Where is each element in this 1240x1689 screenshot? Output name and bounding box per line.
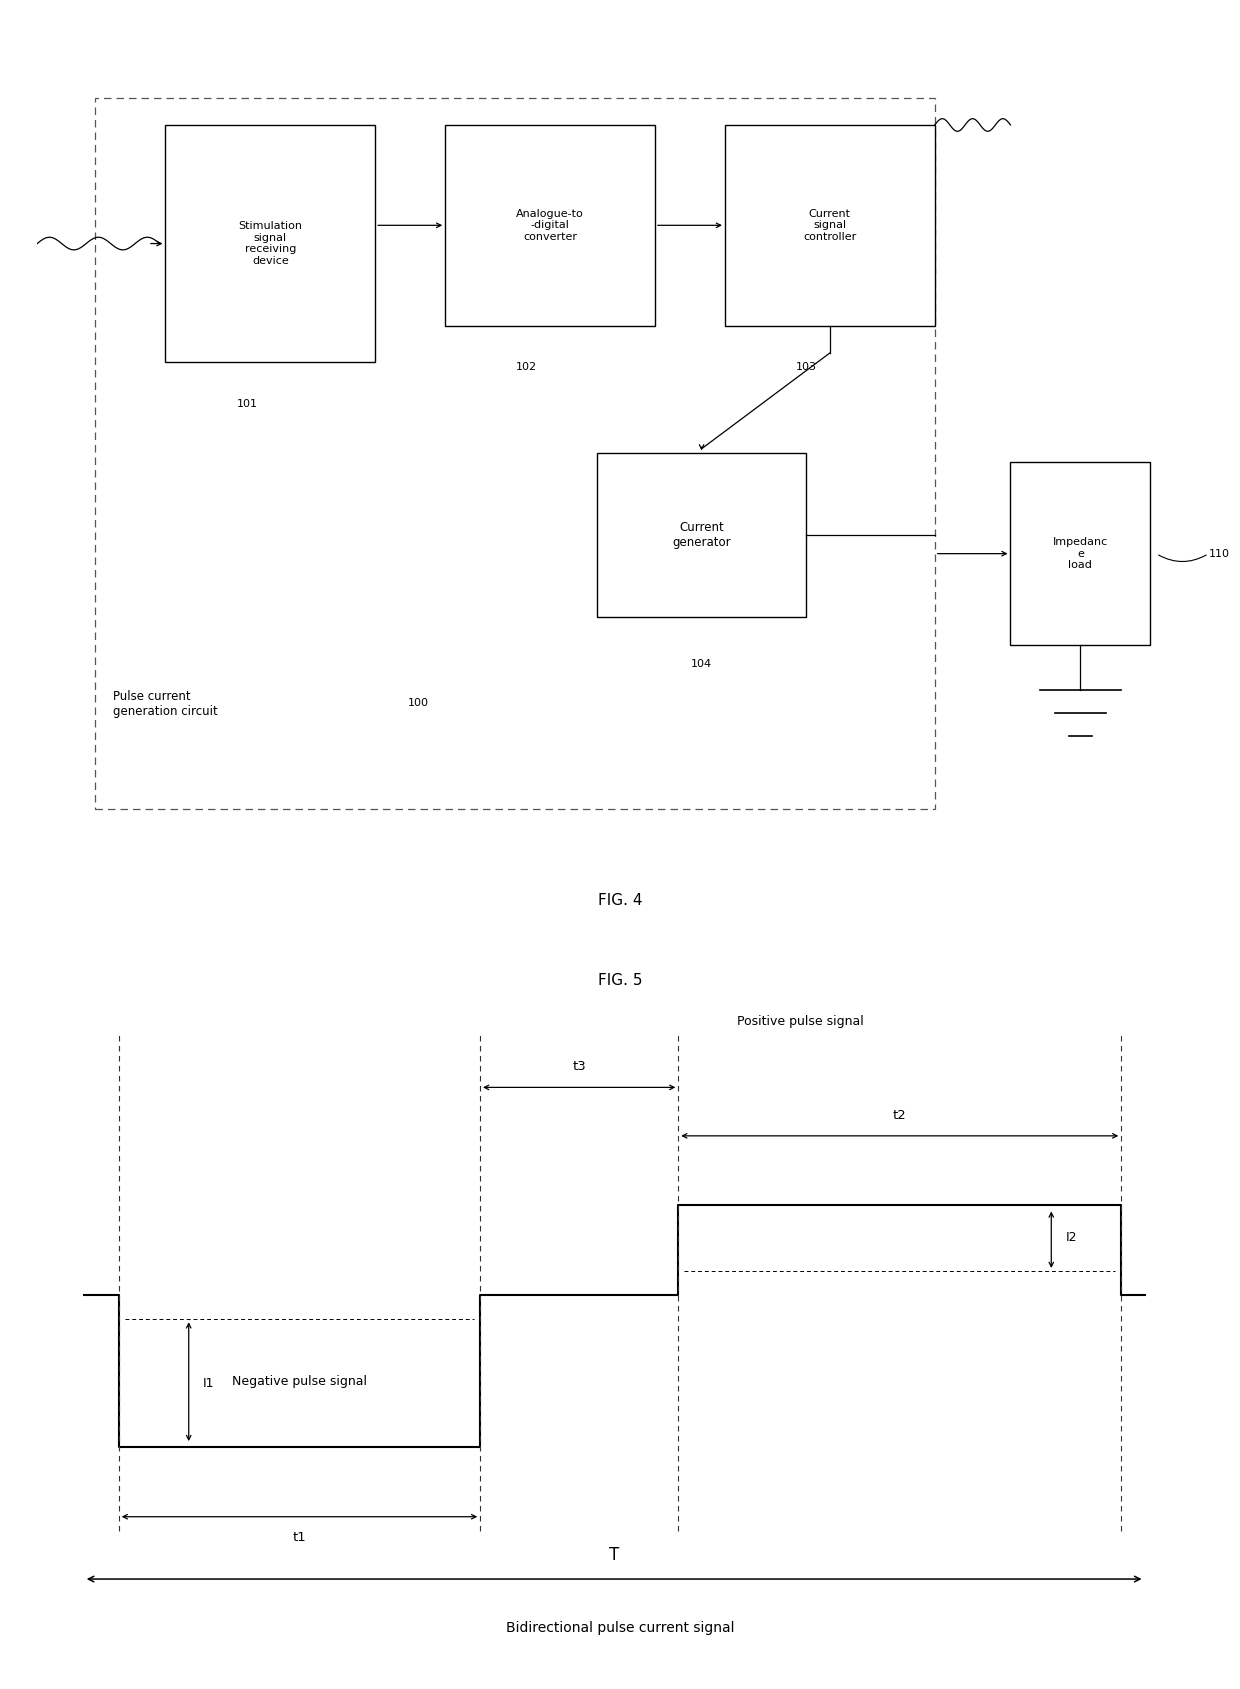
- Text: t1: t1: [293, 1530, 306, 1544]
- Text: FIG. 4: FIG. 4: [598, 893, 642, 907]
- Text: t2: t2: [893, 1108, 906, 1121]
- Text: Bidirectional pulse current signal: Bidirectional pulse current signal: [506, 1620, 734, 1635]
- Text: Current
signal
controller: Current signal controller: [804, 209, 857, 242]
- Text: T: T: [609, 1545, 619, 1564]
- Text: Analogue-to
-digital
converter: Analogue-to -digital converter: [516, 209, 584, 242]
- Bar: [725, 125, 935, 326]
- Text: 110: 110: [1209, 549, 1230, 559]
- Bar: [165, 125, 376, 361]
- Text: Current
generator: Current generator: [672, 522, 730, 549]
- Text: Impedanc
e
load: Impedanc e load: [1053, 537, 1109, 571]
- Text: I2: I2: [1065, 1231, 1076, 1245]
- Bar: [95, 98, 935, 809]
- Text: Positive pulse signal: Positive pulse signal: [737, 1015, 863, 1029]
- Text: FIG. 5: FIG. 5: [598, 973, 642, 988]
- Text: Pulse current
generation circuit: Pulse current generation circuit: [113, 691, 218, 718]
- Bar: [445, 125, 655, 326]
- Text: 104: 104: [691, 659, 712, 669]
- Text: Negative pulse signal: Negative pulse signal: [232, 1375, 367, 1388]
- Text: 103: 103: [796, 361, 817, 372]
- Text: 100: 100: [408, 698, 429, 708]
- Text: t3: t3: [573, 1061, 587, 1073]
- Bar: [1011, 463, 1151, 645]
- Text: Stimulation
signal
receiving
device: Stimulation signal receiving device: [238, 221, 303, 265]
- Text: I1: I1: [202, 1377, 215, 1390]
- Text: 101: 101: [237, 399, 258, 409]
- Text: 102: 102: [516, 361, 537, 372]
- Bar: [596, 453, 806, 618]
